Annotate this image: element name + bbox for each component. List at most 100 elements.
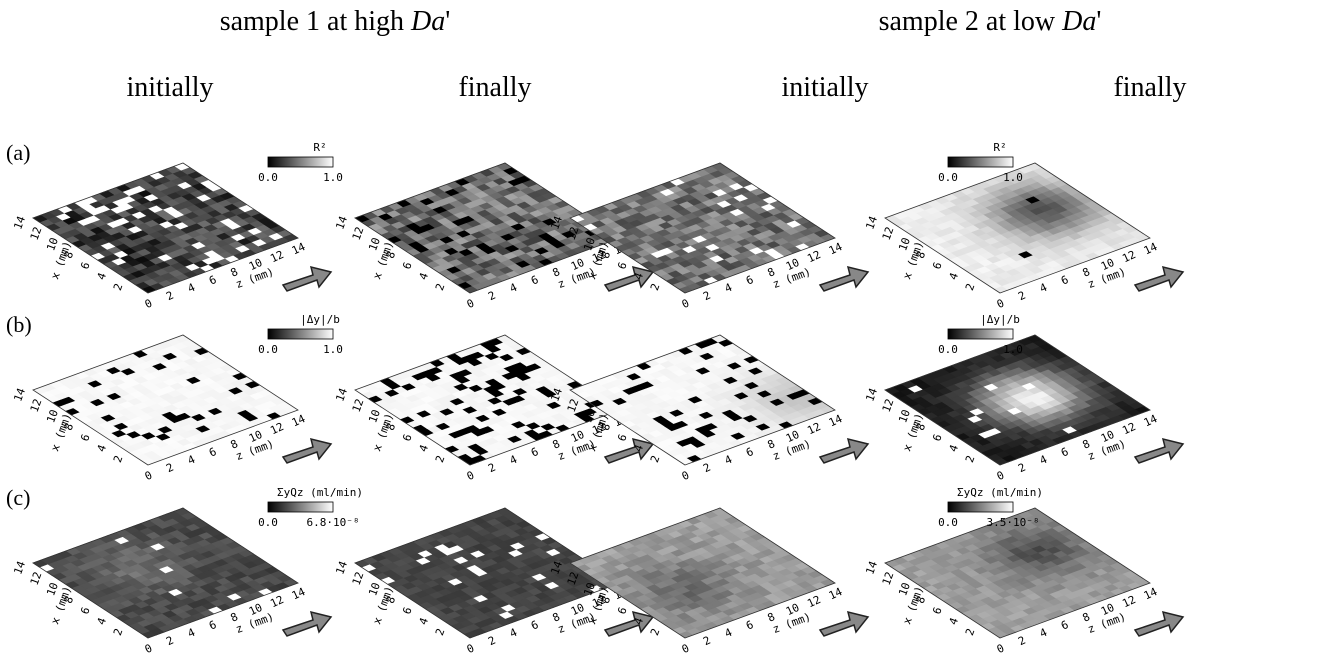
z-tick-label: 12 (805, 593, 823, 610)
x-tick-label: 14 (863, 214, 880, 231)
colorbar-min: 0.0 (938, 516, 958, 529)
colorbar-max: 1.0 (323, 343, 343, 356)
x-tick-label: 2 (963, 282, 977, 293)
x-tick-label: 14 (333, 214, 350, 231)
z-tick-label: 2 (1016, 289, 1027, 304)
x-tick-label: 6 (400, 260, 414, 271)
x-tick-label: 12 (880, 397, 897, 414)
z-tick-label: 0 (680, 642, 691, 657)
colorbar-max: 6.8·10⁻⁸ (307, 516, 360, 529)
z-tick-label: 4 (723, 281, 735, 296)
figure: sample 1 at high Da' sample 2 at low Da'… (0, 0, 1328, 664)
colorbar-title: |Δy|/b (300, 313, 340, 326)
z-tick-label: 6 (207, 273, 218, 288)
z-tick-label: 2 (486, 289, 497, 304)
colorbar-min: 0.0 (258, 343, 278, 356)
colorbar-min: 0.0 (938, 171, 958, 184)
z-tick-label: 0 (465, 642, 476, 657)
x-tick-label: 14 (863, 559, 880, 576)
colorbar-title: ΣyQz (ml/min) (957, 486, 1043, 499)
colorbar (268, 329, 333, 339)
x-tick-label: 6 (400, 605, 414, 616)
z-tick-label: 6 (529, 273, 540, 288)
x-tick-label: 2 (111, 282, 125, 293)
x-tick-label: 6 (615, 605, 629, 616)
x-tick-label: 14 (333, 386, 350, 403)
z-tick-label: 2 (701, 634, 712, 649)
colorbar (268, 157, 333, 167)
z-tick-label: 14 (290, 412, 308, 430)
z-tick-label: 14 (827, 412, 845, 430)
x-tick-label: 12 (880, 570, 897, 587)
colorbar-min: 0.0 (938, 343, 958, 356)
x-tick-label: 2 (648, 627, 662, 638)
colorbar (948, 329, 1013, 339)
column-label: initially (781, 72, 868, 103)
z-tick-label: 2 (486, 461, 497, 476)
x-tick-label: 14 (333, 559, 350, 576)
x-tick-label: 6 (78, 605, 92, 616)
x-tick-label: 6 (930, 432, 944, 443)
column-label: finally (1113, 72, 1186, 103)
z-tick-label: 2 (164, 289, 175, 304)
x-tick-label: 12 (28, 225, 45, 242)
z-tick-label: 14 (827, 585, 845, 603)
z-tick-label: 4 (1038, 453, 1050, 468)
x-tick-label: 14 (11, 214, 28, 231)
z-tick-label: 14 (290, 240, 308, 258)
colorbar-title: R² (993, 141, 1006, 154)
z-tick-label: 0 (465, 297, 476, 312)
z-tick-label: 12 (268, 248, 286, 265)
x-tick-label: 6 (930, 260, 944, 271)
z-tick-label: 6 (529, 445, 540, 460)
direction-arrow (283, 612, 331, 636)
x-tick-label: 2 (433, 454, 447, 465)
z-tick-label: 0 (143, 642, 154, 657)
x-tick-label: 4 (95, 271, 110, 282)
z-tick-label: 12 (805, 248, 823, 265)
x-tick-label: 12 (28, 397, 45, 414)
direction-arrow (820, 439, 868, 463)
z-tick-label: 14 (1142, 585, 1160, 603)
x-tick-label: 14 (11, 386, 28, 403)
x-tick-label: 4 (947, 271, 962, 282)
z-tick-label: 6 (529, 618, 540, 633)
z-tick-label: 12 (1120, 248, 1138, 265)
x-tick-label: 12 (350, 225, 367, 242)
x-tick-label: 2 (433, 282, 447, 293)
z-tick-label: 14 (1142, 240, 1160, 258)
z-tick-label: 4 (508, 281, 520, 296)
z-tick-label: 0 (995, 642, 1006, 657)
colorbar-max: 1.0 (323, 171, 343, 184)
z-tick-label: 12 (268, 593, 286, 610)
z-tick-label: 4 (186, 453, 198, 468)
direction-arrow (820, 612, 868, 636)
z-tick-label: 14 (1142, 412, 1160, 430)
x-tick-label: 6 (930, 605, 944, 616)
direction-arrow (1135, 612, 1183, 636)
z-tick-label: 2 (701, 461, 712, 476)
z-tick-label: 4 (1038, 626, 1050, 641)
colorbar (948, 157, 1013, 167)
column-label: finally (458, 72, 531, 103)
colorbar-title: R² (313, 141, 326, 154)
colorbar-title: ΣyQz (ml/min) (277, 486, 363, 499)
z-tick-label: 4 (723, 626, 735, 641)
x-tick-label: 14 (863, 386, 880, 403)
direction-arrow (1135, 439, 1183, 463)
row-label: (a) (6, 140, 30, 165)
z-tick-label: 14 (827, 240, 845, 258)
z-tick-label: 0 (143, 469, 154, 484)
x-tick-label: 6 (400, 432, 414, 443)
direction-arrow (283, 267, 331, 291)
direction-arrow (820, 267, 868, 291)
x-tick-label: 4 (95, 443, 110, 454)
z-tick-label: 4 (508, 626, 520, 641)
z-tick-label: 6 (207, 445, 218, 460)
colorbar-max: 1.0 (1003, 343, 1023, 356)
x-tick-label: 4 (417, 271, 432, 282)
column-label: initially (126, 72, 213, 103)
x-tick-label: 6 (78, 432, 92, 443)
z-tick-label: 0 (680, 469, 691, 484)
x-tick-label: 6 (615, 260, 629, 271)
